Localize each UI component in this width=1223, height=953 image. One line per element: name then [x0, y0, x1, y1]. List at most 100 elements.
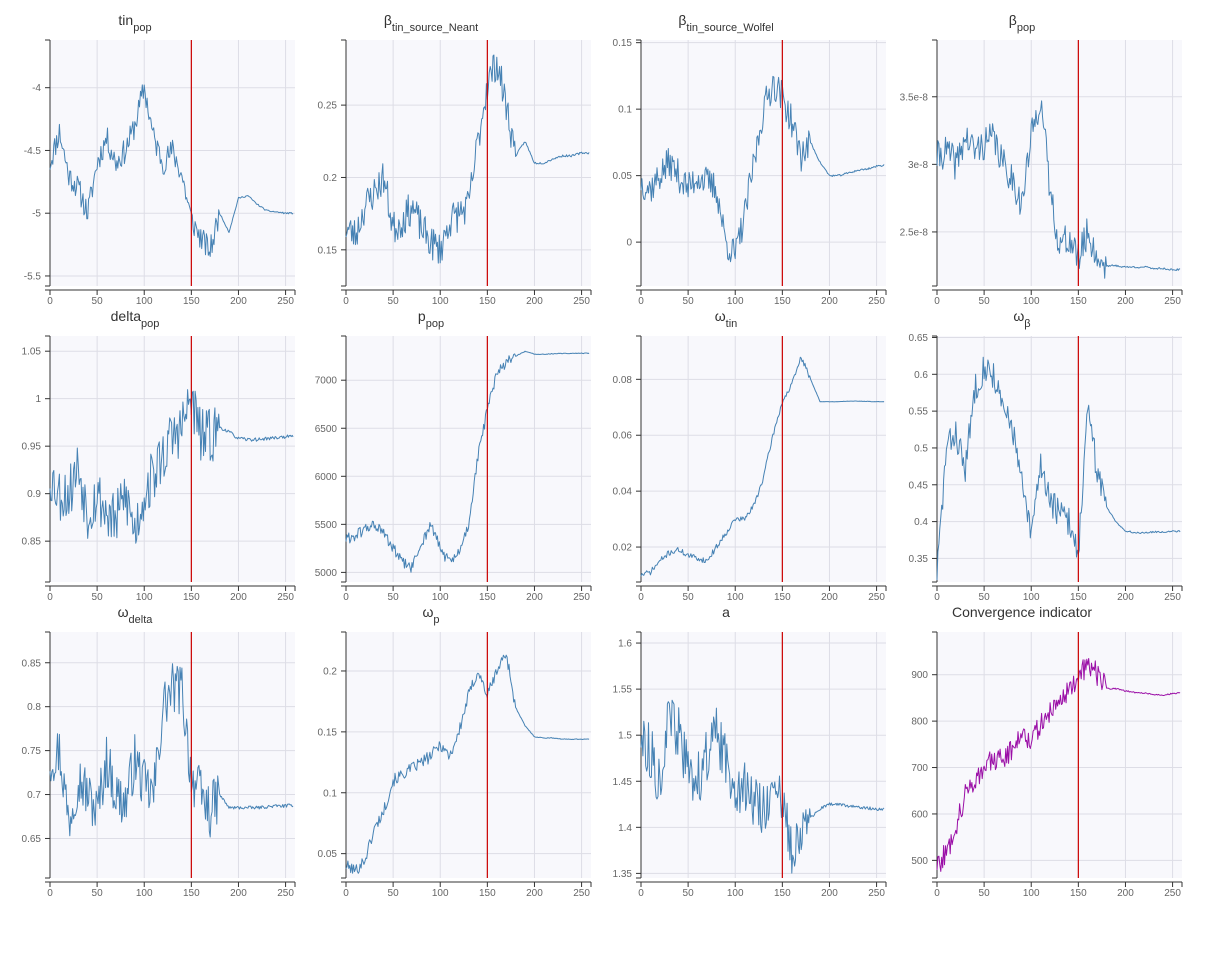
- y-tick-label: 0.15: [318, 245, 338, 256]
- y-tick-label: 0.75: [22, 746, 42, 757]
- x-tick-label: 150: [183, 592, 200, 603]
- plot-area: [346, 632, 591, 878]
- x-tick-label: 50: [979, 296, 991, 307]
- chart-title-subscript: pop: [133, 22, 152, 34]
- x-tick-label: 200: [526, 592, 543, 603]
- x-tick-label: 0: [47, 296, 53, 307]
- series-line: [936, 100, 1181, 279]
- y-tick-label: 1.35: [613, 869, 633, 880]
- y-tick-label: 1.5: [618, 731, 632, 742]
- trace-plot: βpop 2.5e-8 3e-8 3.5e-8 0 50 100 150 200 250: [887, 10, 1183, 307]
- chart-title: ωβ: [887, 306, 1157, 334]
- x-tick-label: 0: [47, 592, 53, 603]
- y-tick-label: 5500: [315, 520, 338, 531]
- chart-title-subscript: delta: [128, 614, 153, 626]
- chart-title: βpop: [887, 10, 1157, 38]
- y-tick-label: 900: [911, 670, 928, 681]
- chart-title-main: ω: [117, 604, 129, 620]
- y-tick-label: 0.5: [914, 443, 928, 454]
- chart-title: Convergence indicator: [887, 602, 1157, 630]
- x-tick-label: 150: [774, 888, 791, 899]
- x-tick-label: 150: [1070, 592, 1087, 603]
- chart-title-main: β: [383, 12, 392, 28]
- y-tick-label: -4: [32, 83, 41, 94]
- x-tick-label: 100: [1023, 888, 1040, 899]
- series-line: [640, 699, 885, 874]
- y-tick-label: 0.4: [914, 517, 928, 528]
- x-tick-label: 150: [774, 592, 791, 603]
- x-tick-label: 250: [868, 888, 885, 899]
- x-tick-label: 200: [526, 296, 543, 307]
- x-tick-label: 150: [1070, 296, 1087, 307]
- y-tick-label: 0.65: [22, 834, 42, 845]
- plot-area: [641, 40, 886, 286]
- x-tick-label: 50: [92, 888, 104, 899]
- chart-title: a: [591, 602, 861, 630]
- x-tick-label: 50: [388, 888, 400, 899]
- plot-area: [641, 632, 886, 878]
- x-tick-label: 0: [343, 592, 349, 603]
- plot-area: [937, 336, 1182, 582]
- y-tick-label: -4.5: [24, 146, 42, 157]
- x-tick-label: 250: [868, 296, 885, 307]
- y-tick-label: 0.1: [323, 788, 337, 799]
- x-tick-label: 0: [638, 888, 644, 899]
- chart-title-main: a: [722, 604, 730, 620]
- x-tick-label: 0: [934, 888, 940, 899]
- y-tick-label: 600: [911, 809, 928, 820]
- x-tick-label: 100: [727, 592, 744, 603]
- y-tick-label: 0.05: [318, 849, 338, 860]
- x-tick-label: 200: [821, 888, 838, 899]
- chart-title-main: tin: [118, 12, 134, 28]
- series-line: [640, 356, 885, 577]
- y-tick-label: 1.05: [22, 347, 42, 358]
- x-tick-label: 100: [136, 296, 153, 307]
- series-line: [345, 654, 590, 874]
- y-tick-label: 5000: [315, 568, 338, 579]
- x-tick-label: 200: [526, 888, 543, 899]
- chart-title: tinpop: [0, 10, 270, 38]
- chart-title-main: β: [678, 12, 687, 28]
- plot-area: [50, 632, 295, 878]
- chart-svg: -5.5 -5 -4.5 -4 0 50 100 150 200 250: [24, 39, 296, 307]
- x-tick-label: 250: [573, 296, 590, 307]
- series-line: [49, 84, 294, 257]
- y-tick-label: 0.65: [909, 333, 929, 344]
- trace-plot: ωdelta 0.65 0.7 0.75 0.8 0.85 0 50 100 150 200 250: [0, 602, 296, 899]
- y-tick-label: 7000: [315, 376, 338, 387]
- chart-svg: 0 0.05 0.1 0.15 0 50 100 150 200 250: [613, 38, 887, 307]
- x-tick-label: 250: [277, 888, 294, 899]
- y-tick-label: 0.06: [613, 431, 633, 442]
- chart-title-subscript: β: [1024, 318, 1031, 330]
- trace-plot: Convergence indicator 500 600 700 800 900 0 50 1…: [887, 602, 1183, 899]
- x-tick-label: 0: [934, 296, 940, 307]
- x-tick-label: 150: [183, 888, 200, 899]
- series-line: [345, 54, 590, 264]
- trace-plot: ωp 0.05 0.1 0.15 0.2 0 50 100 150 200 250: [296, 602, 592, 899]
- y-tick-label: 0.1: [618, 105, 632, 116]
- chart-title: βtin_source_Wolfel: [591, 10, 861, 38]
- series-line: [640, 75, 885, 263]
- y-tick-label: 3e-8: [908, 160, 928, 171]
- x-tick-label: 250: [1164, 592, 1181, 603]
- y-tick-label: 0.85: [22, 537, 42, 548]
- plot-area: [50, 40, 295, 286]
- y-tick-label: 0.15: [318, 727, 338, 738]
- y-tick-label: 0.35: [909, 554, 929, 565]
- chart-title-main: ω: [1013, 308, 1025, 324]
- x-tick-label: 0: [47, 888, 53, 899]
- trace-plot: tinpop -5.5 -5 -4.5 -4 0 50 100 150 200 250: [0, 10, 296, 307]
- chart-title-main: ω: [714, 308, 726, 324]
- chart-title-main: p: [417, 308, 426, 324]
- y-tick-label: 0.04: [613, 487, 633, 498]
- x-tick-label: 50: [92, 592, 104, 603]
- series-line: [49, 663, 294, 838]
- x-tick-label: 50: [92, 296, 104, 307]
- x-tick-label: 50: [979, 592, 991, 603]
- x-tick-label: 250: [277, 296, 294, 307]
- y-tick-label: 0.7: [27, 790, 41, 801]
- x-tick-label: 100: [432, 592, 449, 603]
- chart-title-subscript: tin_source_Neant: [391, 22, 479, 34]
- x-tick-label: 250: [1164, 888, 1181, 899]
